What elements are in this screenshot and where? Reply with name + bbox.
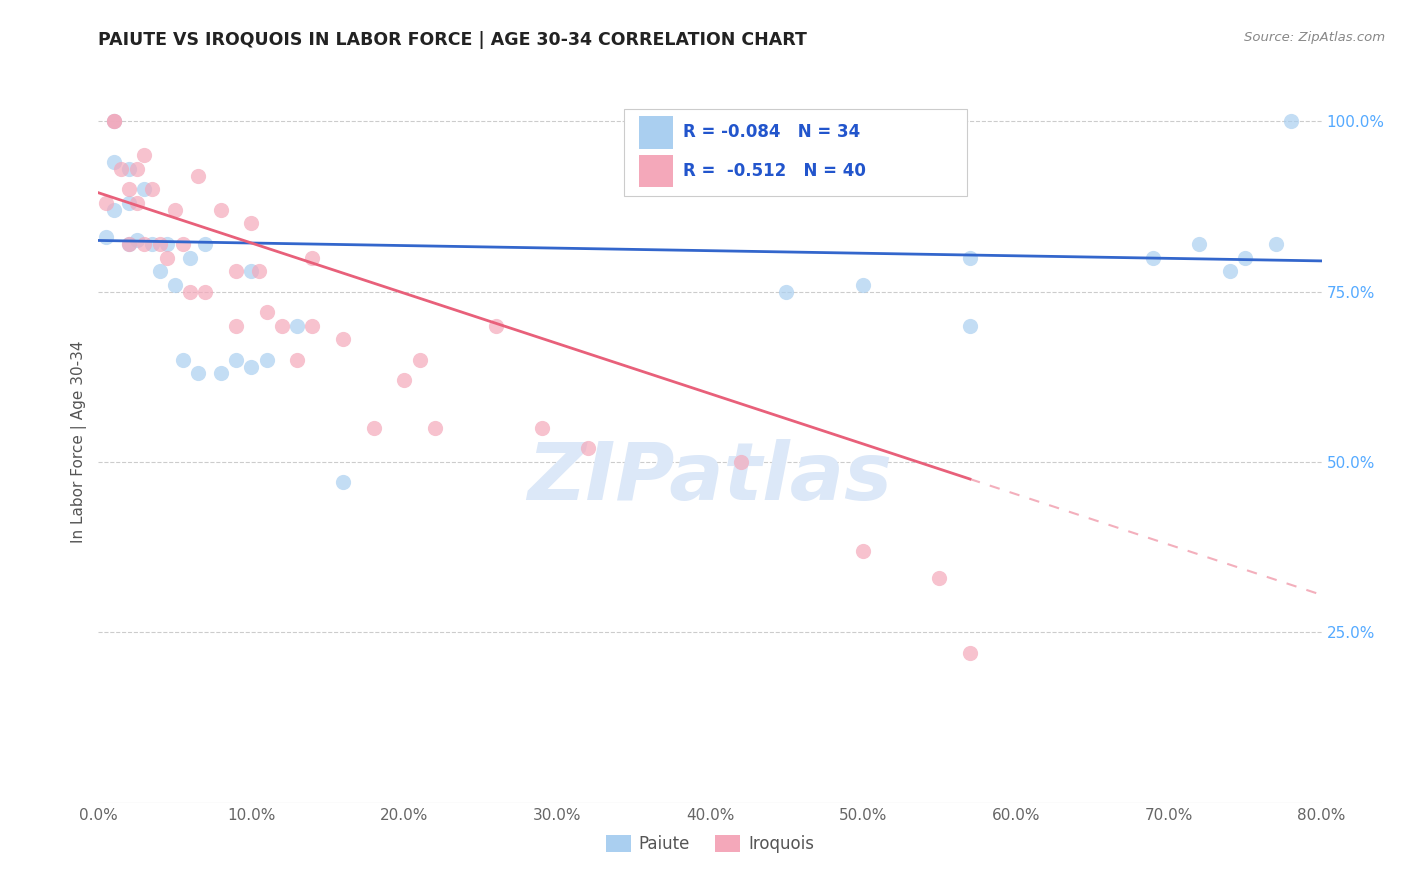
Text: R =  -0.512   N = 40: R = -0.512 N = 40 — [683, 161, 866, 179]
Point — [156, 236, 179, 251]
Point — [103, 114, 125, 128]
Point — [928, 571, 950, 585]
Point — [959, 646, 981, 660]
Point — [270, 318, 292, 333]
Point — [94, 230, 117, 244]
Point — [209, 202, 232, 217]
Point — [149, 264, 172, 278]
Point — [485, 318, 508, 333]
Point — [1188, 236, 1211, 251]
Point — [103, 155, 125, 169]
Point — [163, 202, 186, 217]
Point — [172, 352, 194, 367]
Point — [179, 285, 201, 299]
Point — [225, 264, 247, 278]
Point — [103, 202, 125, 217]
Point — [172, 236, 194, 251]
Y-axis label: In Labor Force | Age 30-34: In Labor Force | Age 30-34 — [72, 340, 87, 543]
Point — [1264, 236, 1286, 251]
Point — [332, 332, 354, 346]
Point — [408, 352, 430, 367]
Point — [118, 236, 141, 251]
Point — [141, 182, 163, 196]
Point — [775, 285, 797, 299]
Point — [209, 367, 232, 381]
Point — [363, 421, 385, 435]
Point — [332, 475, 354, 490]
Point — [134, 148, 156, 162]
Point — [187, 367, 209, 381]
Point — [852, 277, 875, 292]
Point — [125, 196, 148, 211]
Point — [118, 196, 141, 211]
Point — [225, 318, 247, 333]
Point — [285, 352, 308, 367]
Point — [103, 114, 125, 128]
Point — [1142, 251, 1164, 265]
Point — [392, 373, 416, 387]
Point — [240, 264, 263, 278]
Point — [240, 359, 263, 374]
Point — [256, 305, 278, 319]
Point — [118, 182, 141, 196]
Point — [959, 251, 981, 265]
Point — [134, 182, 156, 196]
Point — [103, 114, 125, 128]
Point — [94, 196, 117, 211]
Point — [285, 318, 308, 333]
Point — [1279, 114, 1302, 128]
Point — [187, 169, 209, 183]
Point — [256, 352, 278, 367]
Legend: Paiute, Iroquois: Paiute, Iroquois — [599, 828, 821, 860]
Point — [125, 234, 148, 248]
Point — [530, 421, 553, 435]
Point — [125, 161, 148, 176]
Text: R = -0.084   N = 34: R = -0.084 N = 34 — [683, 123, 860, 141]
Point — [225, 352, 247, 367]
Point — [163, 277, 186, 292]
Point — [149, 236, 172, 251]
Point — [301, 251, 323, 265]
Point — [110, 161, 132, 176]
Point — [194, 236, 217, 251]
Point — [576, 442, 599, 456]
Point — [179, 251, 201, 265]
Point — [118, 161, 141, 176]
Point — [156, 251, 179, 265]
Point — [301, 318, 323, 333]
Text: Source: ZipAtlas.com: Source: ZipAtlas.com — [1244, 31, 1385, 45]
Point — [730, 455, 752, 469]
Point — [852, 543, 875, 558]
Point — [423, 421, 446, 435]
Point — [1219, 264, 1241, 278]
Point — [194, 285, 217, 299]
Point — [1234, 251, 1257, 265]
FancyBboxPatch shape — [640, 154, 673, 187]
Text: PAIUTE VS IROQUOIS IN LABOR FORCE | AGE 30-34 CORRELATION CHART: PAIUTE VS IROQUOIS IN LABOR FORCE | AGE … — [98, 31, 807, 49]
Point — [118, 236, 141, 251]
FancyBboxPatch shape — [624, 109, 967, 196]
Point — [134, 236, 156, 251]
Point — [959, 318, 981, 333]
FancyBboxPatch shape — [640, 116, 673, 149]
Point — [141, 236, 163, 251]
Point — [240, 216, 263, 230]
Point — [247, 264, 270, 278]
Text: ZIPatlas: ZIPatlas — [527, 439, 893, 516]
